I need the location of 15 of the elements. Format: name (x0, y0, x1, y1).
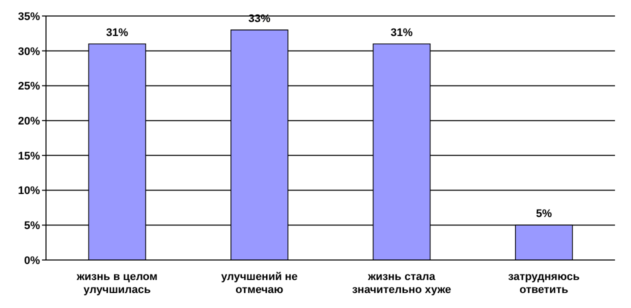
y-tick-label: 35% (18, 10, 40, 23)
x-tick-label: улучшений не отмечаю (221, 271, 298, 296)
y-tick-label: 25% (18, 80, 40, 93)
x-tick-label: жизнь в целом улучшилась (76, 271, 158, 296)
y-tick-label: 15% (18, 150, 40, 162)
y-tick-label: 10% (18, 185, 40, 198)
y-tick-label: 20% (18, 115, 40, 128)
y-tick-label: 5% (24, 220, 40, 232)
y-tick-label: 0% (24, 254, 40, 267)
data-label: 31% (390, 26, 413, 39)
data-label: 31% (106, 26, 128, 39)
data-label: 5% (536, 208, 552, 220)
x-tick-label: жизнь стала значительно хуже (352, 271, 452, 296)
x-tick-label: затрудняюсь ответить (508, 271, 580, 296)
y-tick-label: 30% (18, 46, 40, 58)
